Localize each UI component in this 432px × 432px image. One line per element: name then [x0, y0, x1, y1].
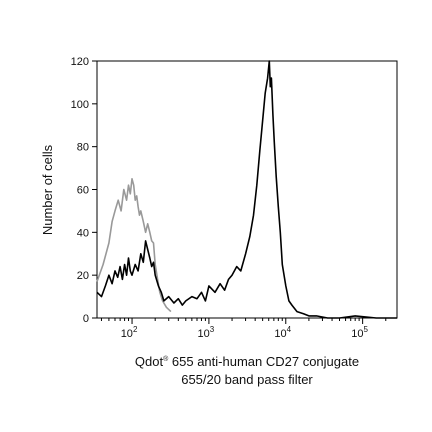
x-axis: 102 103 104 105 — [100, 318, 387, 340]
series-line-gray — [96, 178, 172, 313]
series-line-black — [96, 60, 397, 319]
registered-mark: ® — [163, 355, 169, 363]
y-tick-label: 40 — [77, 227, 89, 239]
x-axis-label-brand: Qdot — [135, 354, 164, 369]
x-tick-exponent: 2 — [133, 325, 138, 334]
x-tick-label: 105 — [351, 325, 368, 340]
x-tick-base: 10 — [274, 328, 286, 340]
x-tick-label: 104 — [274, 325, 291, 340]
y-tick-label: 0 — [83, 313, 89, 325]
x-tick-label: 103 — [198, 325, 215, 340]
x-tick-exponent: 3 — [210, 325, 215, 334]
y-tick-label: 60 — [77, 185, 89, 197]
x-tick-label: 102 — [121, 325, 138, 340]
y-tick-label: 100 — [71, 99, 89, 111]
x-axis-label-line2: 655/20 band pass filter — [181, 372, 313, 387]
x-axis-label-line1: Qdot® 655 anti-human CD27 conjugate — [135, 354, 359, 369]
y-tick-label: 20 — [77, 270, 89, 282]
y-axis-label: Number of cells — [40, 144, 55, 235]
x-tick-exponent: 4 — [287, 325, 292, 334]
x-axis-label-rest: 655 anti-human CD27 conjugate — [168, 354, 359, 369]
x-tick-exponent: 5 — [364, 325, 369, 334]
y-tick-label: 80 — [77, 142, 89, 154]
plot-frame — [96, 60, 398, 319]
y-tick-label: 120 — [71, 56, 89, 68]
x-tick-base: 10 — [351, 328, 363, 340]
x-tick-base: 10 — [121, 328, 133, 340]
x-tick-base: 10 — [198, 328, 210, 340]
series-layer — [96, 60, 397, 319]
y-axis: 0 20 40 60 80 100 120 — [71, 56, 97, 325]
